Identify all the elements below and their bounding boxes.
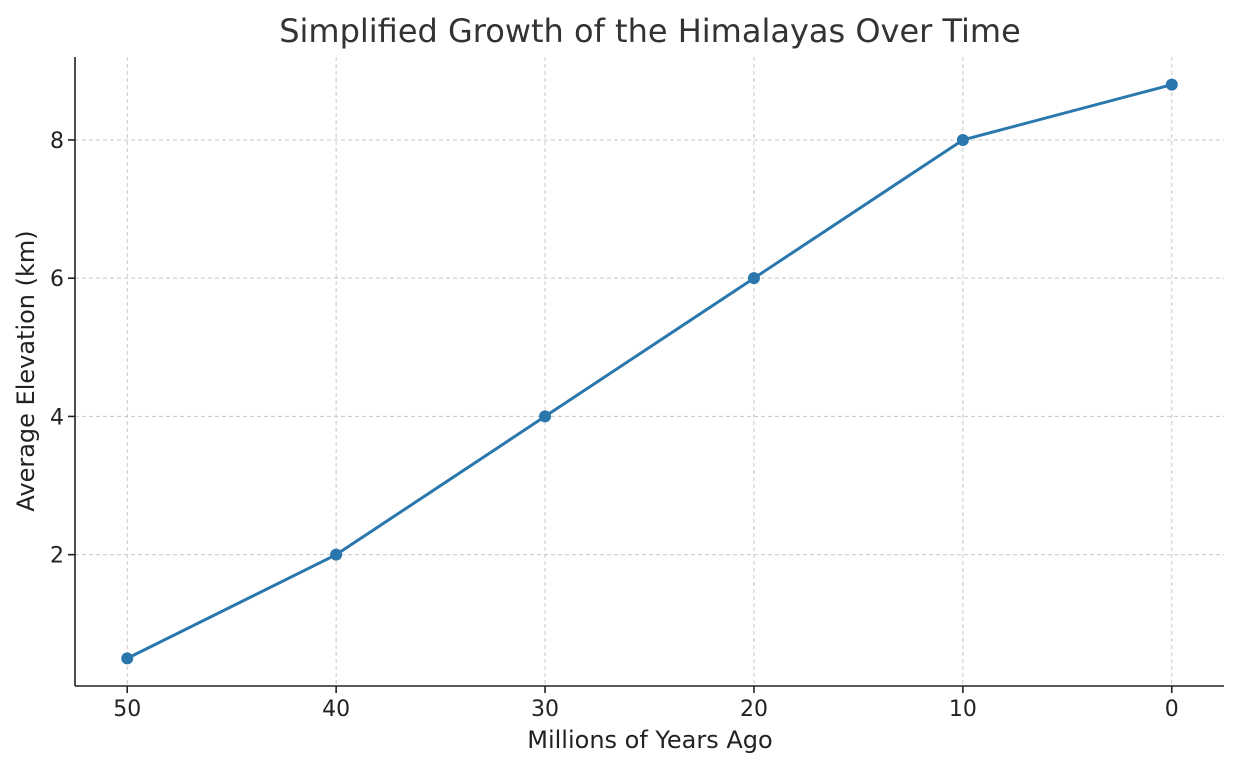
axes	[74, 57, 1224, 687]
ticks: 50 40 30 20 10 0 2 4 6 8	[50, 129, 1179, 722]
y-tick-label: 4	[50, 405, 64, 430]
x-axis-label: Millions of Years Ago	[527, 726, 772, 754]
y-axis-label: Average Elevation (km)	[12, 230, 40, 511]
data-point	[956, 133, 969, 146]
x-tick-label: 30	[531, 697, 559, 722]
data-point	[539, 410, 552, 423]
chart-title: Simplified Growth of the Himalayas Over …	[279, 12, 1021, 50]
x-tick-label: 20	[740, 697, 768, 722]
series-line	[125, 83, 1174, 660]
grid	[75, 57, 1224, 686]
x-tick-label: 50	[113, 697, 141, 722]
data-point	[1165, 78, 1178, 91]
series	[121, 78, 1178, 665]
x-tick-label: 0	[1165, 697, 1179, 722]
data-point	[747, 272, 760, 285]
y-tick-label: 8	[50, 129, 64, 154]
y-tick-label: 6	[50, 267, 64, 292]
data-point	[121, 652, 134, 665]
x-tick-label: 10	[949, 697, 977, 722]
x-tick-label: 40	[322, 697, 350, 722]
data-point	[330, 548, 343, 561]
y-tick-label: 2	[50, 544, 64, 569]
